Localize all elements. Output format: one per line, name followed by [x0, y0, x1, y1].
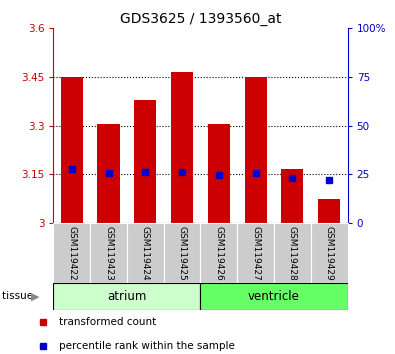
Text: ▶: ▶ — [30, 291, 39, 302]
Bar — [171, 72, 193, 223]
Text: GSM119426: GSM119426 — [214, 226, 223, 281]
Text: ventricle: ventricle — [248, 290, 300, 303]
Bar — [237, 223, 274, 283]
Bar — [281, 170, 303, 223]
Bar — [127, 223, 164, 283]
Bar — [318, 199, 340, 223]
Text: GSM119424: GSM119424 — [141, 226, 150, 281]
Bar — [90, 223, 127, 283]
Text: transformed count: transformed count — [59, 318, 156, 327]
Bar — [311, 223, 348, 283]
Bar — [134, 100, 156, 223]
Bar — [98, 124, 120, 223]
Text: GSM119427: GSM119427 — [251, 226, 260, 281]
Bar — [61, 77, 83, 223]
Bar — [274, 223, 311, 283]
Bar — [201, 283, 348, 310]
Text: tissue: tissue — [2, 291, 36, 302]
Text: GSM119422: GSM119422 — [67, 226, 76, 281]
Bar — [164, 223, 201, 283]
Bar — [245, 77, 267, 223]
Bar — [53, 223, 90, 283]
Bar — [201, 223, 237, 283]
Text: percentile rank within the sample: percentile rank within the sample — [59, 341, 235, 352]
Bar — [53, 283, 201, 310]
Title: GDS3625 / 1393560_at: GDS3625 / 1393560_at — [120, 12, 281, 26]
Text: GSM119425: GSM119425 — [178, 226, 186, 281]
Text: GSM119428: GSM119428 — [288, 226, 297, 281]
Text: GSM119429: GSM119429 — [325, 226, 334, 281]
Text: GSM119423: GSM119423 — [104, 226, 113, 281]
Bar — [208, 124, 230, 223]
Text: atrium: atrium — [107, 290, 147, 303]
